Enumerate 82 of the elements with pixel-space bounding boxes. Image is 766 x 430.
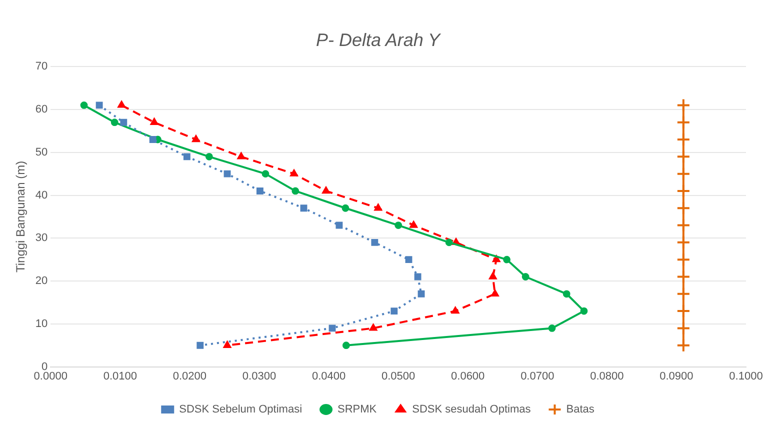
point [522,273,530,280]
y-tick-label: 0 [42,360,48,373]
point [394,222,402,229]
legend-label: SDSK Sebelum Optimasi [179,404,302,416]
point [342,204,350,212]
x-tick-label: 0.0000 [34,370,68,382]
y-tick-label: 20 [35,275,48,288]
point [96,102,103,109]
point [150,118,158,125]
point [322,186,330,194]
point [580,307,588,315]
point [237,152,246,160]
point [676,184,690,198]
point [676,218,690,232]
point [676,201,690,216]
point [490,289,500,296]
point [503,256,510,264]
x-tick-label: 0.0400 [312,370,346,382]
point [676,166,690,181]
point [110,118,118,126]
point [451,306,460,314]
y-axis-title: Tinggi Bangunan (m) [14,160,28,273]
point [224,170,231,178]
y-tick-label: 70 [35,60,48,73]
point [336,222,343,229]
y-tick-label: 60 [35,104,48,116]
y-tick-label: 50 [35,146,48,158]
point [371,238,378,246]
point [192,134,200,142]
x-tick-label: 0.0600 [451,370,485,382]
point [290,169,298,176]
legend-label: SRPMK [338,404,378,416]
point [256,188,264,194]
x-tick-label: 0.0900 [660,370,694,382]
point [390,308,398,315]
x-tick-label: 0.0300 [242,370,276,382]
x-tick-label: 0.1000 [729,370,763,382]
y-tick-label: 40 [35,189,48,202]
point [117,100,126,108]
point [414,273,422,280]
point [374,203,382,211]
point [548,324,556,332]
point [300,204,308,212]
point [292,187,300,195]
x-tick-label: 0.0200 [172,370,207,382]
point [676,150,690,164]
point [418,290,425,298]
point [405,256,412,264]
x-tick-label: 0.0100 [103,370,137,382]
point [676,270,690,284]
point [328,324,336,332]
point [676,338,690,352]
point [676,321,690,336]
point [676,115,690,130]
point [676,132,690,147]
chart-title: P- Delta Arah Y [316,30,442,50]
point [120,118,128,126]
point [409,220,418,228]
point [676,304,690,318]
y-tick-label: 30 [35,232,48,244]
point [445,238,453,246]
point [676,98,690,112]
point [262,170,270,178]
point [196,342,204,349]
point [342,342,350,350]
x-tick-label: 0.0700 [520,370,554,382]
y-tick-label: 10 [35,318,48,330]
legend-label: Batas [566,404,595,416]
point [149,136,156,143]
point [676,286,690,301]
point [183,153,190,160]
point [369,324,378,331]
point [488,272,498,280]
x-tick-label: 0.0500 [381,370,416,382]
point [676,235,690,250]
point [205,152,213,160]
point [223,340,232,348]
point [562,290,570,298]
legend-label: SDSK sesudah Optimas [412,404,532,416]
x-tick-label: 0.0800 [590,370,624,382]
point [676,252,690,267]
point [80,101,88,109]
